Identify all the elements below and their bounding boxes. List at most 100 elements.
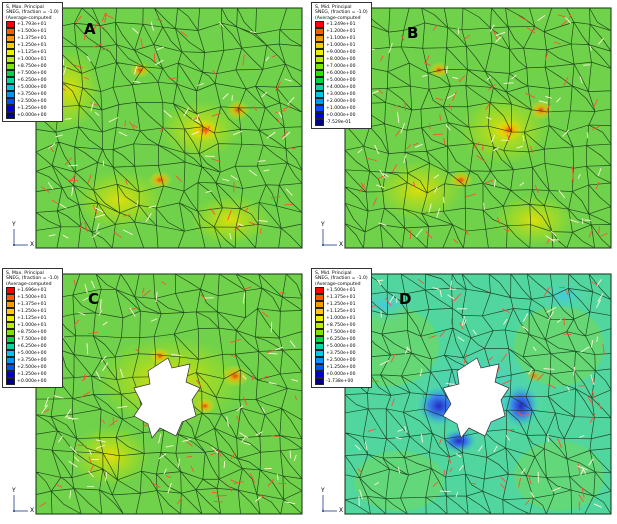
stress-arrow: [503, 228, 510, 232]
stress-arrow: [556, 318, 562, 324]
stress-arrow: [419, 368, 423, 377]
legend-value: +1.200e+01: [326, 29, 356, 35]
stress-arrow: [563, 76, 569, 86]
stress-arrow: [388, 42, 393, 54]
legend-title-line: S, Mid. Principal: [315, 271, 352, 276]
legend-swatch: [6, 42, 15, 50]
legend-swatch: [315, 35, 324, 43]
legend-entry: +1.500e+01: [315, 287, 368, 295]
legend-swatch: [6, 49, 15, 57]
stress-arrow: [412, 181, 416, 187]
stress-arrow: [591, 281, 598, 286]
stress-arrow: [43, 408, 50, 413]
stress-arrow: [73, 279, 76, 286]
stress-arrow: [489, 24, 495, 32]
stress-arrow: [132, 124, 138, 129]
legend-swatch: [315, 119, 324, 127]
stress-arrow: [196, 114, 199, 121]
contour-plot-b: S, Mid. Principal SNEG, (fraction = -1.0…: [309, 0, 615, 257]
legend-swatch: [315, 350, 324, 358]
stress-arrow: [457, 336, 465, 342]
legend-entry: +9.000e+00: [315, 49, 368, 57]
stress-arrow: [551, 487, 562, 492]
stress-arrow: [64, 118, 72, 120]
stress-arrow: [374, 482, 380, 486]
stress-field-b: [344, 7, 612, 249]
stress-arrow: [503, 82, 514, 84]
stress-arrow: [159, 127, 165, 132]
stress-arrow: [233, 481, 244, 484]
stress-arrow: [182, 438, 191, 442]
legend-entry: +8.750e+00: [6, 63, 59, 71]
legend-swatch: [315, 112, 324, 120]
stress-arrow: [90, 280, 96, 289]
stress-arrow: [47, 182, 54, 190]
stress-arrow: [223, 461, 226, 469]
stress-arrow: [178, 458, 180, 468]
stress-arrow: [458, 465, 464, 471]
legend-entry: +5.000e+00: [6, 84, 59, 92]
stress-arrow: [261, 311, 269, 318]
legend-value: +8.000e+00: [326, 57, 356, 63]
stress-arrow: [590, 374, 595, 385]
stress-arrow: [165, 475, 172, 479]
stress-arrow: [595, 181, 600, 190]
stress-arrow: [242, 293, 246, 304]
axis-x-label: X: [30, 241, 35, 248]
stress-arrow: [581, 487, 585, 498]
stress-arrow: [142, 287, 145, 294]
legend-value: +3.750e+00: [17, 358, 47, 364]
stress-arrow: [211, 446, 219, 454]
axis-y-label: Y: [321, 487, 325, 494]
stress-arrow: [99, 48, 109, 51]
legend-entry: +6.250e+00: [6, 77, 59, 85]
stress-arrow: [68, 164, 78, 167]
stress-arrow: [158, 433, 162, 444]
axis-triad-icon: Y X: [317, 487, 343, 515]
stress-arrow: [62, 58, 65, 66]
stress-arrow: [59, 203, 67, 209]
stress-arrow: [104, 12, 107, 23]
legend-value: +1.000e+01: [326, 316, 356, 322]
stress-arrow: [521, 468, 526, 474]
stress-arrow: [92, 205, 98, 214]
stress-arrow: [88, 456, 92, 463]
stress-arrow: [212, 69, 217, 76]
legend-value: +2.500e+00: [17, 365, 47, 371]
stress-arrow: [557, 438, 563, 449]
stress-arrow: [88, 470, 95, 478]
stress-arrow: [39, 502, 47, 507]
stress-arrow: [48, 142, 56, 149]
stress-arrow: [547, 434, 549, 443]
legend-swatch: [315, 301, 324, 309]
stress-arrow: [266, 131, 276, 139]
stress-arrow: [390, 354, 396, 363]
stress-arrow: [48, 234, 56, 237]
stress-arrow: [243, 442, 251, 446]
legend-swatch: [6, 378, 15, 386]
legend-swatch: [6, 105, 15, 113]
legend-value: +1.125e+01: [326, 309, 356, 315]
legend-entry: +1.125e+01: [6, 315, 59, 323]
stress-arrow: [546, 307, 557, 313]
stress-arrow: [589, 45, 592, 51]
stress-arrow: [95, 371, 101, 380]
stress-arrow: [592, 99, 598, 109]
stress-arrow: [101, 12, 106, 22]
stress-arrow: [568, 13, 572, 20]
legend-value: +3.750e+00: [326, 351, 356, 357]
legend-entry: +1.200e+01: [315, 28, 368, 36]
stress-arrow: [156, 18, 163, 21]
stress-arrow: [163, 109, 172, 118]
axis-y-label: Y: [12, 221, 16, 228]
stress-arrow: [119, 368, 124, 378]
stress-arrow: [163, 468, 167, 475]
stress-arrow: [236, 405, 244, 412]
stress-arrow: [211, 112, 222, 117]
stress-arrow: [196, 379, 202, 387]
stress-arrow: [284, 78, 293, 82]
stress-arrow: [69, 490, 72, 499]
stress-arrow: [508, 429, 515, 431]
legend-entry: +1.250e+01: [6, 308, 59, 316]
legend-value: +6.250e+00: [326, 337, 356, 343]
